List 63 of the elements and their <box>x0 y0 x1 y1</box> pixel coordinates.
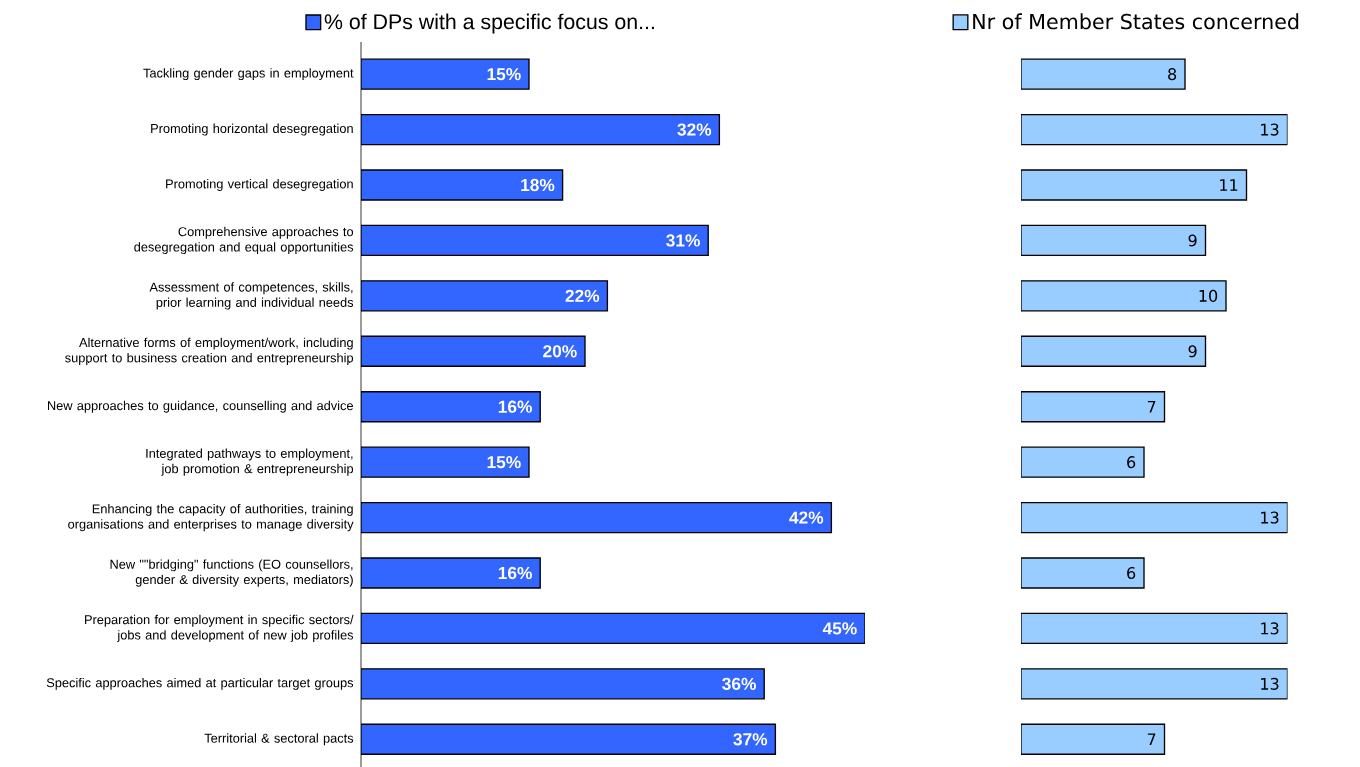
data-label: 16% <box>498 566 532 580</box>
bar <box>1021 612 1288 645</box>
y-tick-label: Territorial & sectoral pacts <box>204 733 354 746</box>
data-label: 15% <box>487 456 521 469</box>
data-label: 13 <box>1261 123 1279 136</box>
data-label: 7 <box>1147 733 1156 746</box>
bar <box>1021 501 1288 534</box>
bar <box>1021 280 1227 312</box>
y-tick-label: Tackling gender gaps in employment <box>143 68 354 81</box>
bar <box>361 723 777 755</box>
y-tick-label: Comprehensive approaches to desegregation and equal opportunities <box>134 226 354 255</box>
data-label: 18% <box>521 178 555 192</box>
bar <box>1021 58 1186 90</box>
bar <box>361 335 586 367</box>
data-label: 6 <box>1127 566 1136 580</box>
bar <box>361 391 541 423</box>
bar <box>1021 668 1288 700</box>
bar <box>361 668 765 700</box>
bar <box>361 224 709 257</box>
y-tick-label: Promoting vertical desegregation <box>166 179 353 191</box>
y-tick-label: Integrated pathways to employment, job promotion & entrepreneurship <box>146 448 354 476</box>
legend-label: % of DPs with a specific focus on... <box>324 13 654 34</box>
data-label: 9 <box>1188 345 1197 358</box>
y-tick-label: New ""bridging" functions (EO counsellors, gender & diversity experts, mediators) <box>110 559 353 587</box>
data-label: 15% <box>487 68 521 81</box>
bar <box>1021 557 1145 589</box>
bar <box>1021 169 1248 201</box>
data-label: 6 <box>1127 456 1136 469</box>
data-label: 31% <box>666 234 700 247</box>
y-tick-label: Preparation for employment in specific sectors/ jobs and development of new job profiles <box>85 614 354 643</box>
bar <box>1021 335 1207 367</box>
data-label: 13 <box>1261 511 1279 524</box>
data-label: 16% <box>498 400 532 413</box>
data-label: 11 <box>1220 179 1238 191</box>
data-label: 37% <box>733 733 768 746</box>
bar <box>1021 446 1145 478</box>
bar <box>361 280 609 312</box>
bar <box>361 501 833 534</box>
data-label: 8 <box>1168 68 1177 81</box>
y-tick-label: Enhancing the capacity of authorities, training organisations and enterprises to manage diversity <box>68 503 354 532</box>
data-label: 7 <box>1147 400 1156 413</box>
bar <box>1021 723 1166 755</box>
data-label: 22% <box>565 289 600 302</box>
bar <box>1021 224 1207 257</box>
y-tick-label: Assessment of competences, skills, prior learning and individual needs <box>149 282 354 310</box>
y-tick-label: Alternative forms of employment/work, including support to business creation and entrepreneurship <box>65 337 354 365</box>
y-tick-label: New approaches to guidance, counselling and advice <box>47 400 353 413</box>
data-label: 42% <box>789 511 824 524</box>
bar <box>1021 113 1288 146</box>
data-label: 10 <box>1199 289 1218 302</box>
y-tick-label: Specific approaches aimed at particular target groups <box>46 677 354 690</box>
legend-label: Nr of Member States concerned <box>973 13 1299 30</box>
data-label: 45% <box>822 622 857 635</box>
data-label: 20% <box>543 345 577 358</box>
data-label: 13 <box>1261 622 1279 635</box>
bar <box>1021 391 1166 423</box>
data-label: 36% <box>722 677 756 690</box>
data-label: 32% <box>677 123 712 136</box>
y-tick-label: Promoting horizontal desegregation <box>151 123 353 136</box>
bar <box>361 612 865 645</box>
bar <box>361 113 721 146</box>
data-label: 13 <box>1261 677 1279 690</box>
data-label: 9 <box>1188 234 1197 247</box>
